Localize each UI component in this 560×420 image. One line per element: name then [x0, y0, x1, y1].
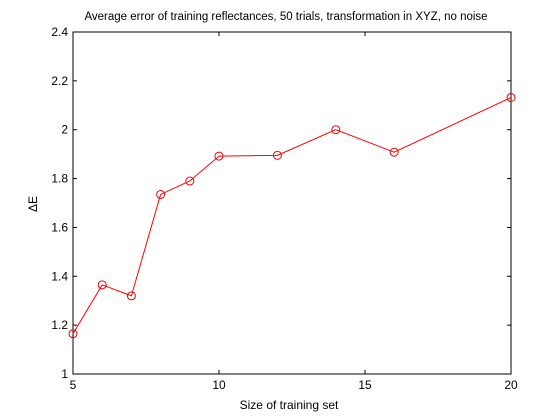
x-tick-label: 10: [212, 378, 226, 392]
data-point-marker: [389, 147, 399, 157]
data-point-marker: [272, 150, 282, 160]
y-tick-labels: 1 1.2 1.4 1.6 1.8 2 2.2 2.4: [51, 25, 68, 381]
x-tick-label: 20: [504, 378, 518, 392]
y-tick-label: 1.6: [51, 220, 68, 234]
series-layer: [68, 92, 516, 339]
y-tick-label: 1: [61, 367, 68, 381]
series-line: [72, 97, 512, 334]
y-tick-label: 2.4: [51, 25, 68, 39]
y-tick-label: 1.2: [51, 318, 68, 332]
plot-area-frame: [72, 31, 512, 375]
chart-title: Average error of training reflectances, …: [84, 11, 487, 23]
data-point-marker: [156, 189, 166, 199]
data-point-marker: [331, 125, 341, 135]
data-point-marker: [97, 280, 107, 290]
x-tick-labels: 5 10 15 20: [70, 378, 518, 392]
x-axis-label: Size of training set: [240, 398, 339, 412]
data-point-marker: [185, 176, 195, 186]
x-tick-label: 5: [70, 378, 77, 392]
y-tick-label: 2.2: [51, 74, 68, 88]
data-point-marker: [506, 92, 516, 102]
data-point-marker: [68, 329, 78, 339]
data-point-marker: [126, 291, 136, 301]
axis-ticks: [72, 31, 512, 375]
y-tick-label: 1.4: [51, 269, 68, 283]
y-tick-label: 1.8: [51, 172, 68, 186]
y-axis-label: ΔE: [26, 196, 40, 212]
y-tick-label: 2: [61, 123, 68, 137]
x-tick-label: 15: [358, 378, 372, 392]
data-point-marker: [214, 151, 224, 161]
